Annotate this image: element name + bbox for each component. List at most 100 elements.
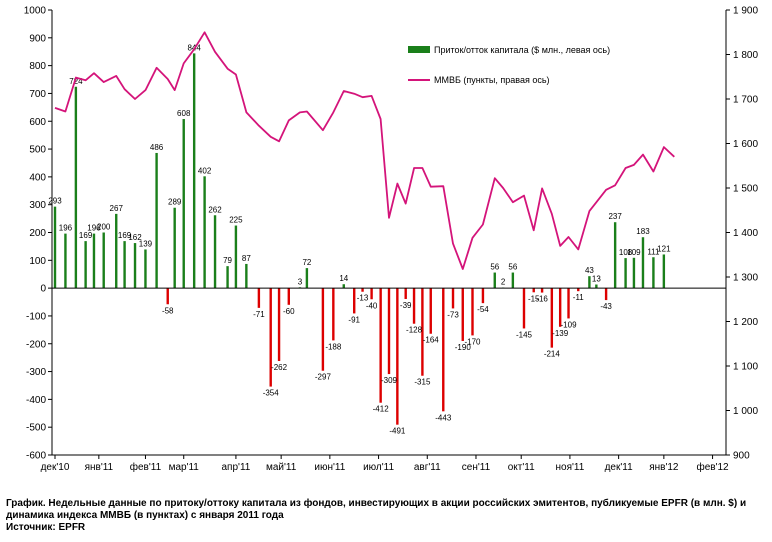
- flow-bar: [64, 233, 67, 289]
- x-tick-label: май'11: [266, 462, 297, 473]
- flow-bar: [245, 263, 248, 289]
- flow-bar: [379, 288, 382, 403]
- right-tick-label: 900: [733, 451, 750, 462]
- bar-value-label: 43: [585, 266, 594, 275]
- left-tick-label: -600: [26, 451, 46, 462]
- left-tick-label: 1000: [24, 6, 47, 17]
- flow-bar: [442, 288, 445, 412]
- flow-bar: [192, 53, 196, 289]
- bar-value-label: -58: [162, 306, 174, 315]
- left-axis-ticks: 10009008007006005004003002001000-100-200…: [24, 6, 52, 462]
- axes: [51, 10, 727, 455]
- x-tick-label: фев'12: [696, 461, 729, 473]
- left-tick-label: -400: [26, 395, 46, 406]
- bar-value-label: -54: [477, 305, 489, 314]
- flow-bar: [493, 272, 496, 289]
- bar-value-label: -15: [528, 294, 540, 303]
- right-tick-label: 1 500: [733, 184, 758, 195]
- bar-value-label: -109: [561, 320, 578, 329]
- right-tick-label: 1 800: [733, 50, 758, 61]
- bar-value-label: -262: [271, 363, 288, 372]
- flow-bar: [305, 268, 309, 289]
- flow-bar: [257, 288, 261, 308]
- bar-value-label: 108: [619, 248, 633, 257]
- flow-bar: [332, 288, 335, 341]
- flow-bar: [604, 288, 608, 301]
- flow-bar: [203, 176, 206, 289]
- bar-value-label: 289: [168, 198, 182, 207]
- legend-line-label: ММВБ (пункты, правая ось): [434, 75, 550, 85]
- flow-bar: [471, 288, 474, 336]
- left-tick-label: 800: [29, 61, 46, 72]
- x-tick-label: фев'11: [130, 461, 162, 473]
- bar-value-label: 608: [177, 109, 191, 118]
- flow-bar: [92, 233, 96, 289]
- left-tick-label: 500: [29, 145, 46, 156]
- x-tick-label: апр'11: [222, 462, 251, 473]
- flow-bar: [269, 288, 272, 387]
- flow-bar: [624, 258, 627, 289]
- flow-bar: [421, 288, 424, 376]
- left-tick-label: 900: [29, 33, 46, 44]
- plot-area: [52, 10, 726, 455]
- flow-bar: [342, 284, 345, 289]
- bar-value-label: -13: [357, 294, 369, 303]
- flow-bar: [532, 288, 535, 293]
- bar-value-label: -297: [315, 373, 332, 382]
- flow-bar: [155, 152, 158, 289]
- bar-value-label: -39: [400, 301, 412, 310]
- x-tick-label: янв'11: [85, 462, 114, 473]
- flow-bar: [370, 288, 373, 300]
- left-tick-label: 100: [29, 256, 46, 267]
- bar-value-label: 196: [59, 224, 73, 233]
- bar-value-label: 169: [79, 231, 93, 240]
- bar-value-label: -145: [516, 330, 533, 339]
- capital-flow-chart: 10009008007006005004003002001000-100-200…: [24, 6, 759, 474]
- flow-bar: [321, 288, 325, 371]
- bar-value-label: -443: [435, 413, 452, 422]
- flow-bar: [632, 257, 636, 289]
- flow-bar: [53, 206, 57, 289]
- right-tick-label: 1 200: [733, 317, 758, 328]
- flow-bar: [451, 288, 455, 309]
- bar-value-label: 2: [501, 278, 506, 287]
- flow-bar: [652, 257, 655, 289]
- bar-value-label: 262: [208, 205, 222, 214]
- bar-value-label: 3: [298, 277, 303, 286]
- bar-value-label: 200: [97, 223, 111, 232]
- caption-line-1: График. Недельные данные по притоку/отто…: [6, 498, 747, 509]
- bar-value-label: -128: [406, 326, 423, 335]
- left-tick-label: -300: [26, 367, 46, 378]
- bar-value-label: 14: [339, 274, 348, 283]
- bar-value-label: 121: [657, 244, 671, 253]
- bar-value-label: 72: [302, 258, 311, 267]
- right-tick-label: 1 600: [733, 139, 758, 150]
- bar-value-label: 169: [118, 231, 132, 240]
- flow-bar: [540, 288, 544, 293]
- bar-value-label: -40: [366, 301, 378, 310]
- left-tick-label: 400: [29, 172, 46, 183]
- left-tick-label: -100: [26, 311, 46, 322]
- x-axis-labels: дек'10 янв'11 фев'11 мар'11 апр'11 май'11 июн'…: [41, 454, 729, 473]
- bar-value-label: -91: [348, 315, 360, 324]
- x-tick-label: авг'11: [414, 462, 441, 473]
- flow-bar: [123, 241, 126, 289]
- left-tick-label: 600: [29, 117, 46, 128]
- left-tick-label: 200: [29, 228, 46, 239]
- bar-value-label: 56: [490, 263, 499, 272]
- bar-value-label: -412: [373, 405, 390, 414]
- bar-value-label: 225: [229, 216, 243, 225]
- bar-value-label: 56: [508, 263, 517, 272]
- flow-bar: [84, 241, 87, 289]
- bar-value-label: -16: [536, 295, 548, 304]
- bar-value-label: -43: [600, 302, 612, 311]
- x-tick-label: окт'11: [508, 462, 535, 473]
- flow-bar: [412, 288, 416, 324]
- bar-series: [53, 53, 666, 425]
- legend-bar-label: Приток/отток капитала ($ млн., левая ось…: [434, 45, 610, 55]
- x-tick-label: сен'11: [462, 462, 491, 473]
- bar-value-label: 13: [592, 275, 601, 284]
- flow-bar: [550, 288, 554, 348]
- flow-bar: [577, 288, 580, 292]
- bar-value-label: 293: [48, 197, 62, 206]
